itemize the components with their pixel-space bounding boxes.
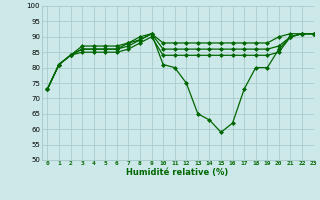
- X-axis label: Humidité relative (%): Humidité relative (%): [126, 168, 229, 177]
